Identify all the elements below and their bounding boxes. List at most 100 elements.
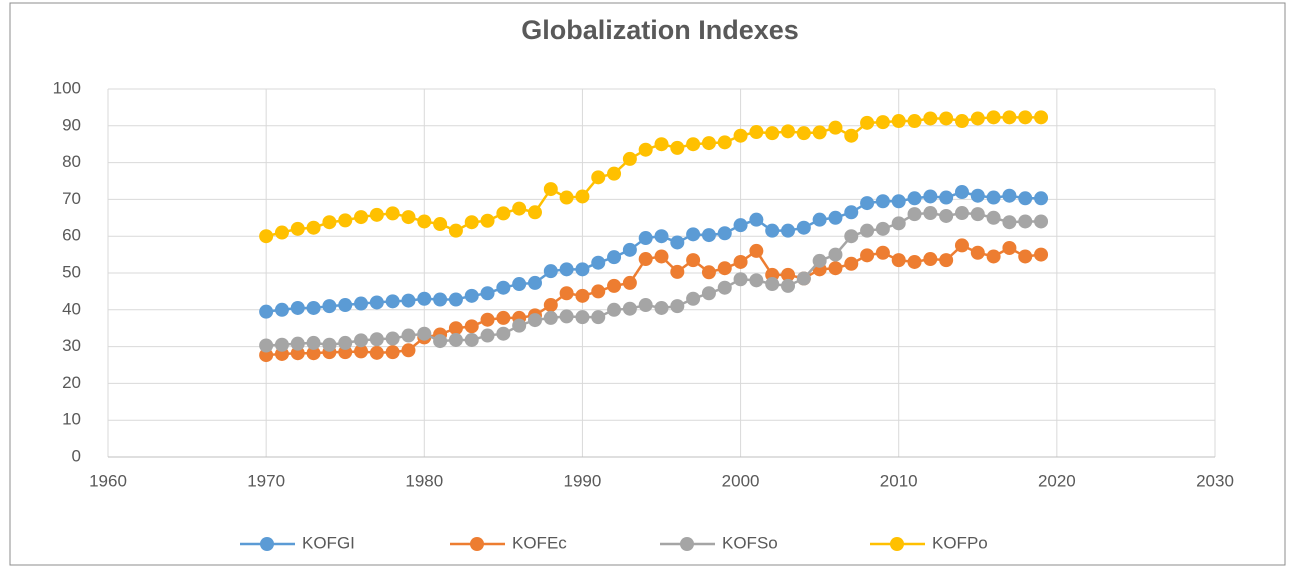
data-point bbox=[844, 205, 859, 220]
data-point bbox=[543, 264, 558, 279]
data-point bbox=[954, 206, 969, 221]
data-point bbox=[939, 111, 954, 126]
data-point bbox=[464, 215, 479, 230]
data-point bbox=[749, 273, 764, 288]
data-point bbox=[828, 210, 843, 225]
data-point bbox=[575, 262, 590, 277]
data-point bbox=[433, 292, 448, 307]
data-point bbox=[765, 126, 780, 141]
data-point bbox=[290, 300, 305, 315]
data-point bbox=[417, 214, 432, 229]
data-point bbox=[401, 210, 416, 225]
data-point bbox=[670, 235, 685, 250]
data-point bbox=[717, 280, 732, 295]
data-point bbox=[512, 201, 527, 216]
data-point bbox=[686, 227, 701, 242]
data-point bbox=[448, 321, 463, 336]
data-point bbox=[448, 292, 463, 307]
x-tick-label: 2020 bbox=[1038, 471, 1076, 490]
data-point bbox=[670, 299, 685, 314]
data-point bbox=[923, 111, 938, 126]
data-point bbox=[496, 310, 511, 325]
data-point bbox=[559, 309, 574, 324]
data-point bbox=[907, 254, 922, 269]
x-tick-label: 1960 bbox=[89, 471, 127, 490]
legend-marker bbox=[680, 537, 694, 551]
data-point bbox=[654, 137, 669, 152]
data-point bbox=[369, 332, 384, 347]
data-point bbox=[828, 261, 843, 276]
data-point bbox=[781, 223, 796, 238]
data-point bbox=[433, 217, 448, 232]
data-point bbox=[970, 207, 985, 222]
data-point bbox=[670, 264, 685, 279]
data-point bbox=[796, 126, 811, 141]
data-point bbox=[891, 114, 906, 129]
data-point bbox=[891, 253, 906, 268]
data-point bbox=[970, 188, 985, 203]
data-point bbox=[954, 238, 969, 253]
data-point bbox=[1002, 110, 1017, 125]
data-point bbox=[607, 302, 622, 317]
data-point bbox=[717, 135, 732, 150]
data-point bbox=[986, 110, 1001, 125]
data-point bbox=[670, 140, 685, 155]
data-point bbox=[338, 298, 353, 313]
y-tick-label: 50 bbox=[62, 262, 81, 281]
data-point bbox=[749, 212, 764, 227]
data-point bbox=[654, 229, 669, 244]
data-point bbox=[875, 194, 890, 209]
data-point bbox=[781, 278, 796, 293]
data-point bbox=[812, 253, 827, 268]
data-point bbox=[954, 114, 969, 129]
data-point bbox=[1034, 191, 1049, 206]
data-point bbox=[401, 343, 416, 358]
data-point bbox=[259, 338, 274, 353]
data-point bbox=[622, 301, 637, 316]
data-point bbox=[828, 120, 843, 135]
data-point bbox=[354, 333, 369, 348]
data-point bbox=[259, 229, 274, 244]
legend-marker bbox=[260, 537, 274, 551]
data-point bbox=[923, 252, 938, 267]
data-point bbox=[527, 313, 542, 328]
data-point bbox=[354, 210, 369, 225]
data-point bbox=[512, 277, 527, 292]
data-point bbox=[986, 190, 1001, 205]
y-tick-label: 60 bbox=[62, 226, 81, 245]
data-point bbox=[607, 278, 622, 293]
data-point bbox=[354, 296, 369, 311]
data-point bbox=[781, 124, 796, 139]
data-point bbox=[385, 294, 400, 309]
data-point bbox=[1034, 110, 1049, 125]
data-point bbox=[860, 196, 875, 211]
data-point bbox=[306, 346, 321, 361]
data-point bbox=[543, 298, 558, 313]
data-point bbox=[369, 207, 384, 222]
data-point bbox=[1002, 215, 1017, 230]
data-point bbox=[796, 220, 811, 235]
data-point bbox=[369, 345, 384, 360]
data-point bbox=[923, 189, 938, 204]
data-point bbox=[385, 331, 400, 346]
legend-marker bbox=[890, 537, 904, 551]
data-point bbox=[907, 207, 922, 222]
data-point bbox=[638, 231, 653, 246]
data-point bbox=[512, 318, 527, 333]
data-point bbox=[907, 191, 922, 206]
data-point bbox=[781, 267, 796, 282]
chart-title: Globalization Indexes bbox=[521, 15, 799, 45]
data-point bbox=[733, 272, 748, 287]
data-point bbox=[559, 262, 574, 277]
x-tick-label: 2000 bbox=[722, 471, 760, 490]
data-point bbox=[986, 249, 1001, 264]
data-point bbox=[464, 288, 479, 303]
data-point bbox=[607, 250, 622, 265]
data-point bbox=[844, 229, 859, 244]
data-point bbox=[844, 128, 859, 143]
data-point bbox=[923, 206, 938, 221]
data-point bbox=[970, 111, 985, 126]
data-point bbox=[591, 170, 606, 185]
data-point bbox=[274, 302, 289, 317]
